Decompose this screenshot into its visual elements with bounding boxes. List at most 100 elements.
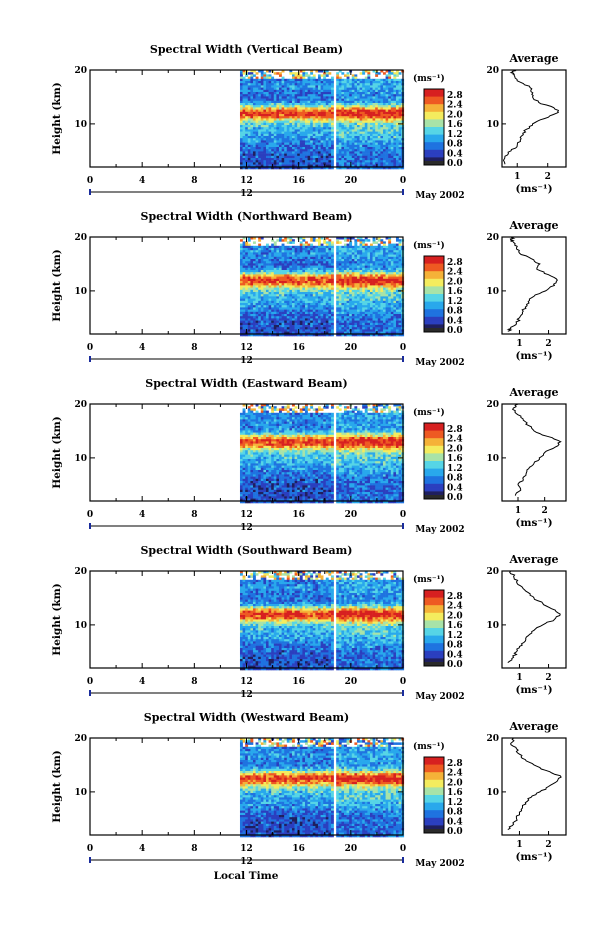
heatmap-cell (370, 314, 373, 317)
heatmap-cell (276, 92, 279, 95)
heatmap-cell (245, 292, 248, 295)
heatmap-cell (261, 261, 264, 264)
heatmap-cell (287, 277, 290, 280)
heatmap-cell (393, 160, 396, 163)
heatmap-cell (378, 105, 381, 108)
heatmap-cell (339, 138, 342, 141)
heatmap-cell (279, 305, 282, 308)
heatmap-cell (282, 154, 285, 157)
heatmap-cell (279, 158, 282, 161)
heatmap-cell (386, 107, 389, 110)
heatmap-cell (300, 74, 303, 77)
heatmap-cell (393, 143, 396, 146)
heatmap-cell (276, 143, 279, 146)
heatmap-cell (297, 252, 300, 255)
heatmap-cell (271, 138, 274, 141)
heatmap-cell (380, 96, 383, 99)
heatmap-cell (370, 114, 373, 117)
heatmap-cell (305, 143, 308, 146)
heatmap-cell (245, 129, 248, 132)
heatmap-cell (282, 129, 285, 132)
heatmap-cell (263, 101, 266, 104)
heatmap-cell (282, 290, 285, 293)
heatmap-cell (297, 118, 300, 121)
heatmap-cell (295, 151, 298, 154)
heatmap-cell (315, 257, 318, 260)
heatmap-cell (386, 252, 389, 255)
heatmap-cell (276, 127, 279, 130)
heatmap-cell (354, 107, 357, 110)
heatmap-cell (328, 129, 331, 132)
heatmap-cell (388, 288, 391, 291)
heatmap-cell (289, 127, 292, 130)
heatmap-cell (243, 79, 246, 82)
heatmap-cell (318, 246, 321, 249)
heatmap-cell (297, 112, 300, 115)
heatmap-cell (274, 143, 277, 146)
heatmap-cell (365, 149, 368, 152)
heatmap-cell (388, 125, 391, 128)
heatmap-cell (349, 147, 352, 150)
heatmap-cell (261, 151, 264, 154)
heatmap-cell (250, 285, 253, 288)
heatmap-cell (391, 81, 394, 84)
heatmap-cell (370, 285, 373, 288)
heatmap-cell (271, 112, 274, 115)
heatmap-cell (396, 138, 399, 141)
heatmap-cell (375, 261, 378, 264)
heatmap-cell (287, 162, 290, 165)
heatmap-cell (365, 279, 368, 282)
heatmap-cell (349, 303, 352, 306)
heatmap-cell (289, 140, 292, 143)
heatmap-cell (383, 305, 386, 308)
heatmap-cell (297, 154, 300, 157)
heatmap-cell (326, 149, 329, 152)
heatmap-cell (300, 90, 303, 93)
heatmap-cell (321, 305, 324, 308)
heatmap-cell (378, 248, 381, 251)
heatmap-cell (370, 268, 373, 271)
heatmap-cell (271, 272, 274, 275)
heatmap-cell (367, 239, 370, 242)
heatmap-cell (261, 250, 264, 253)
heatmap-cell (295, 318, 298, 321)
heatmap-cell (328, 294, 331, 297)
heatmap-cell (266, 83, 269, 86)
heatmap-cell (308, 305, 311, 308)
heatmap-cell (352, 285, 355, 288)
heatmap-cell (349, 85, 352, 88)
heatmap-cell (271, 81, 274, 84)
heatmap-cell (263, 125, 266, 128)
heatmap-cell (256, 252, 259, 255)
heatmap-cell (341, 296, 344, 299)
heatmap-cell (271, 296, 274, 299)
heatmap-cell (315, 294, 318, 297)
heatmap-cell (292, 72, 295, 75)
heatmap-cell (300, 277, 303, 280)
heatmap-cell (271, 156, 274, 159)
heatmap-cell (339, 303, 342, 306)
heatmap-cell (284, 290, 287, 293)
heatmap-cell (284, 279, 287, 282)
heatmap-cell (388, 151, 391, 154)
heatmap-cell (279, 154, 282, 157)
heatmap-cell (240, 257, 243, 260)
heatmap-cell (263, 292, 266, 295)
heatmap-cell (365, 272, 368, 275)
heatmap-cell (243, 90, 246, 93)
heatmap-cell (323, 90, 326, 93)
heatmap-cell (347, 292, 350, 295)
heatmap-cell (256, 116, 259, 119)
heatmap-cell (263, 305, 266, 308)
heatmap-cell (266, 277, 269, 280)
heatmap-cell (310, 246, 313, 249)
heatmap-cell (365, 292, 368, 295)
heatmap-cell (365, 103, 368, 106)
heatmap-cell (271, 261, 274, 264)
heatmap-cell (261, 112, 264, 115)
heatmap-cell (295, 140, 298, 143)
heatmap-cell (302, 110, 305, 113)
heatmap-cell (240, 162, 243, 165)
heatmap-cell (321, 290, 324, 293)
heatmap-cell (282, 257, 285, 260)
